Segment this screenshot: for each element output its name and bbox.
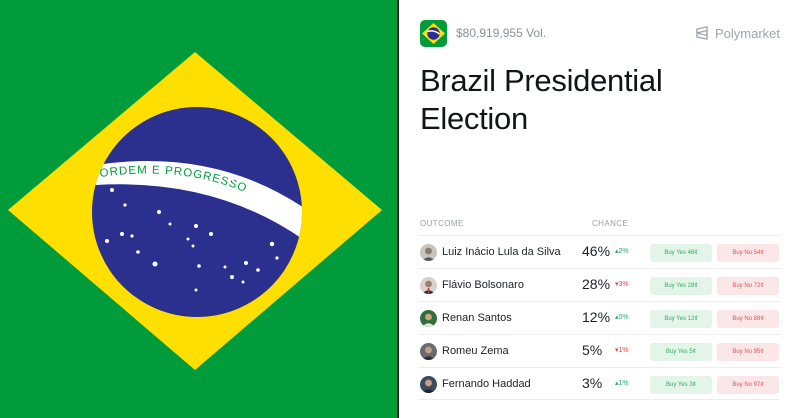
table-header: OUTCOME CHANCE (420, 219, 780, 233)
flag-blue-globe (92, 107, 302, 317)
buy-yes-button[interactable]: Buy Yes 46¢ (650, 244, 712, 262)
outcome-list: Luiz Inácio Lula da Silva 46% ▴2% Buy Ye… (418, 235, 780, 400)
candidate-avatar (420, 376, 437, 393)
chance-delta: ▾3% (615, 281, 629, 288)
brazil-flag-image: ORDEM E PROGRESSO (0, 0, 397, 418)
buy-no-button[interactable]: Buy No 97¢ (717, 376, 779, 394)
volume-label: $80,919,955 Vol. (456, 26, 547, 40)
card-header: $80,919,955 Vol. Polymarket (420, 19, 780, 47)
chance-delta: ▴0% (615, 314, 629, 321)
panel-divider (397, 0, 399, 418)
candidate-name: Renan Santos (442, 312, 512, 324)
brand-logo[interactable]: Polymarket (695, 26, 780, 41)
buy-no-button[interactable]: Buy No 72¢ (717, 277, 779, 295)
outcome-row[interactable]: Flávio Bolsonaro 28% ▾3% Buy Yes 28¢ Buy… (418, 268, 780, 301)
buy-no-button[interactable]: Buy No 95¢ (717, 343, 779, 361)
flag-stars (105, 175, 279, 292)
market-flag-icon (420, 19, 447, 47)
candidate-avatar (420, 343, 437, 360)
brand-name: Polymarket (714, 25, 780, 41)
buy-yes-button[interactable]: Buy Yes 28¢ (650, 277, 712, 295)
buy-yes-button[interactable]: Buy Yes 5¢ (650, 343, 712, 361)
candidate-name: Fernando Haddad (442, 378, 531, 390)
chance-value: 3% (582, 375, 603, 391)
buy-yes-button[interactable]: Buy Yes 3¢ (650, 376, 712, 394)
polymarket-logo-icon (696, 26, 708, 40)
chance-value: 12% (582, 309, 611, 325)
buy-no-button[interactable]: Buy No 54¢ (717, 244, 779, 262)
column-chance: CHANCE (592, 219, 629, 228)
chance-delta: ▴2% (615, 248, 629, 255)
candidate-name: Flávio Bolsonaro (442, 279, 524, 291)
chance-value: 28% (582, 276, 611, 292)
candidate-name: Romeu Zema (442, 345, 509, 357)
chance-delta: ▴1% (615, 380, 629, 387)
flag-motto-band (92, 161, 302, 240)
chance-delta: ▾1% (615, 347, 629, 354)
candidate-avatar (420, 244, 437, 261)
column-outcome: OUTCOME (420, 219, 464, 228)
candidate-name: Luiz Inácio Lula da Silva (442, 246, 561, 258)
outcome-row[interactable]: Romeu Zema 5% ▾1% Buy Yes 5¢ Buy No 95¢ (418, 334, 780, 367)
chance-value: 46% (582, 243, 611, 259)
chance-value: 5% (582, 342, 603, 358)
market-card: $80,919,955 Vol. Polymarket Brazil Presi… (399, 0, 800, 418)
candidate-avatar (420, 310, 437, 327)
outcome-row[interactable]: Renan Santos 12% ▴0% Buy Yes 12¢ Buy No … (418, 301, 780, 334)
candidate-avatar (420, 277, 437, 294)
buy-yes-button[interactable]: Buy Yes 12¢ (650, 310, 712, 328)
outcome-row[interactable]: Fernando Haddad 3% ▴1% Buy Yes 3¢ Buy No… (418, 367, 780, 400)
buy-no-button[interactable]: Buy No 88¢ (717, 310, 779, 328)
market-title: Brazil Presidential Election (420, 63, 663, 136)
outcome-row[interactable]: Luiz Inácio Lula da Silva 46% ▴2% Buy Ye… (418, 235, 780, 268)
